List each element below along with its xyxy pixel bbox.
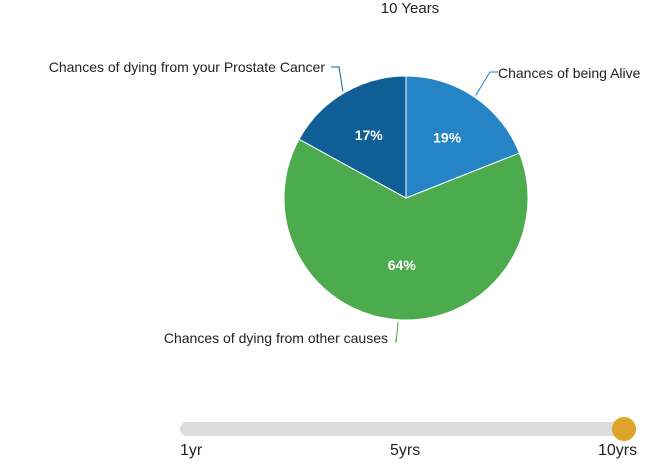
slice-prostate-cancer-leader-line	[331, 66, 344, 92]
slice-alive-callout-label: Chances of being Alive	[498, 65, 641, 81]
slice-prostate-cancer-callout-label: Chances of dying from your Prostate Canc…	[49, 59, 326, 75]
tick-label-1yr[interactable]: 1yr	[180, 442, 203, 459]
slice-other-causes-leader-line	[395, 321, 399, 344]
slice-other-causes[interactable]	[283, 138, 529, 321]
slider-knob[interactable]	[612, 417, 636, 441]
slice-alive[interactable]	[405, 75, 521, 199]
slice-prostate-cancer-percent-label: 17%	[355, 127, 384, 143]
timeline-slider[interactable]	[180, 417, 636, 441]
chart-title: 10 Years	[381, 0, 439, 17]
tick-label-5yrs[interactable]: 5yrs	[390, 442, 421, 459]
slice-prostate-cancer[interactable]	[298, 75, 407, 199]
slice-other-causes-callout-label: Chances of dying from other causes	[164, 330, 388, 346]
tick-label-10yrs[interactable]: 10yrs	[598, 442, 638, 459]
slice-alive-percent-label: 19%	[433, 129, 462, 145]
slice-alive-leader-line	[475, 71, 498, 96]
slider-track[interactable]	[180, 422, 624, 436]
slice-other-causes-percent-label: 64%	[388, 257, 417, 273]
pie-chart: 10 Years 19% Chances of being Alive 64% Cha…	[49, 0, 641, 346]
